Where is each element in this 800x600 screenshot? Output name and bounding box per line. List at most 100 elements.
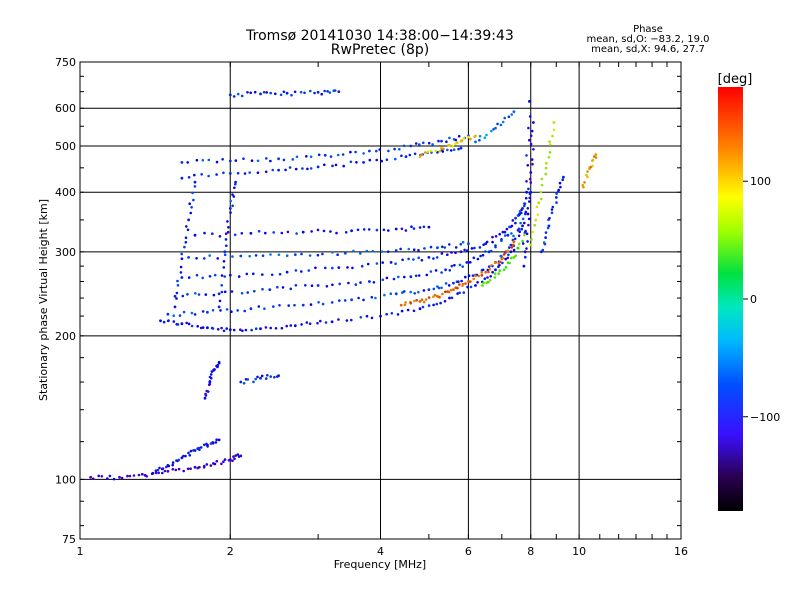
echo-point bbox=[423, 151, 427, 154]
echo-point bbox=[408, 153, 412, 157]
echo-point bbox=[429, 245, 433, 249]
echo-point bbox=[217, 305, 221, 309]
echo-point bbox=[497, 272, 501, 275]
echo-point bbox=[195, 257, 198, 260]
echo-point bbox=[503, 116, 507, 120]
echo-point bbox=[394, 249, 398, 252]
echo-point bbox=[330, 320, 334, 324]
echo-point bbox=[254, 377, 257, 381]
y-axis-label: Stationary phase Virtual Height [km] bbox=[37, 199, 50, 401]
echo-point bbox=[424, 298, 428, 301]
echo-point bbox=[488, 268, 492, 271]
echo-point bbox=[520, 227, 523, 231]
echo-point bbox=[401, 258, 404, 262]
echo-point bbox=[326, 90, 329, 93]
echo-point bbox=[342, 164, 346, 168]
echo-point bbox=[190, 311, 194, 315]
echo-point bbox=[400, 227, 404, 231]
echo-point bbox=[206, 326, 209, 330]
echo-point bbox=[385, 158, 389, 161]
echo-point bbox=[420, 258, 424, 262]
echo-point bbox=[323, 89, 327, 93]
echo-point bbox=[446, 253, 449, 256]
echo-point bbox=[243, 309, 246, 313]
echo-point bbox=[316, 321, 319, 325]
echo-point bbox=[225, 244, 228, 247]
echo-point bbox=[274, 92, 277, 96]
echo-point bbox=[286, 230, 290, 234]
echo-point bbox=[523, 221, 526, 225]
echo-point bbox=[504, 250, 508, 253]
echo-point bbox=[189, 449, 193, 453]
echo-point bbox=[432, 287, 436, 291]
echo-point bbox=[496, 122, 499, 126]
echo-point bbox=[413, 152, 417, 156]
echo-point bbox=[222, 329, 226, 333]
echo-point bbox=[244, 328, 248, 332]
echo-point bbox=[222, 260, 226, 263]
echo-point bbox=[385, 276, 389, 280]
echo-point bbox=[180, 322, 184, 326]
echo-point bbox=[293, 324, 297, 328]
echo-point bbox=[269, 91, 273, 95]
echo-point bbox=[333, 89, 337, 92]
echo-point bbox=[481, 268, 485, 272]
echo-point bbox=[256, 171, 260, 174]
echo-point bbox=[223, 275, 226, 278]
echo-point bbox=[422, 225, 426, 229]
echo-point bbox=[523, 204, 526, 208]
echo-point bbox=[506, 256, 510, 260]
echo-point bbox=[539, 190, 543, 194]
echo-point bbox=[541, 248, 545, 252]
echo-point bbox=[552, 121, 556, 124]
echo-point bbox=[323, 153, 327, 157]
echo-point bbox=[220, 290, 224, 294]
echo-point bbox=[282, 90, 286, 94]
echo-point bbox=[240, 232, 244, 235]
echo-point bbox=[436, 246, 439, 250]
echo-point bbox=[427, 304, 431, 307]
echo-point bbox=[459, 250, 463, 254]
echo-point bbox=[158, 466, 161, 470]
echo-point bbox=[179, 265, 183, 269]
echo-point bbox=[187, 256, 191, 259]
echo-point bbox=[528, 115, 532, 118]
echo-point bbox=[440, 271, 443, 274]
echo-point bbox=[280, 231, 284, 235]
echo-point bbox=[193, 185, 197, 188]
echo-point bbox=[412, 299, 416, 303]
echo-point bbox=[468, 138, 472, 141]
echo-point bbox=[126, 474, 129, 478]
echo-point bbox=[518, 230, 521, 233]
echo-point bbox=[412, 227, 416, 230]
echo-point bbox=[450, 264, 454, 268]
echo-point bbox=[277, 253, 281, 256]
echo-point bbox=[324, 266, 327, 270]
echo-point bbox=[438, 149, 442, 153]
echo-point bbox=[441, 245, 444, 249]
x-tick-label: 10 bbox=[572, 545, 586, 558]
echo-point bbox=[175, 459, 178, 462]
echo-point bbox=[193, 233, 197, 237]
echo-point bbox=[278, 272, 282, 276]
echo-point bbox=[359, 281, 362, 284]
echo-point bbox=[180, 252, 183, 256]
echo-point bbox=[502, 256, 505, 260]
echo-point bbox=[396, 313, 400, 316]
echo-point bbox=[527, 187, 530, 191]
echo-point bbox=[389, 292, 393, 296]
echo-point bbox=[478, 246, 482, 249]
echo-point bbox=[269, 159, 272, 163]
echo-point bbox=[426, 150, 430, 154]
echo-point bbox=[387, 149, 390, 153]
echo-point bbox=[530, 238, 533, 241]
echo-point bbox=[591, 158, 595, 162]
echo-point bbox=[448, 243, 451, 246]
colorbar-tick-label: 0 bbox=[750, 293, 757, 306]
echo-point bbox=[403, 290, 406, 293]
echo-point bbox=[294, 269, 298, 272]
echo-point bbox=[350, 318, 353, 322]
echo-point bbox=[528, 100, 531, 103]
echo-point bbox=[562, 175, 565, 179]
colorbar-label: [deg] bbox=[718, 72, 753, 87]
